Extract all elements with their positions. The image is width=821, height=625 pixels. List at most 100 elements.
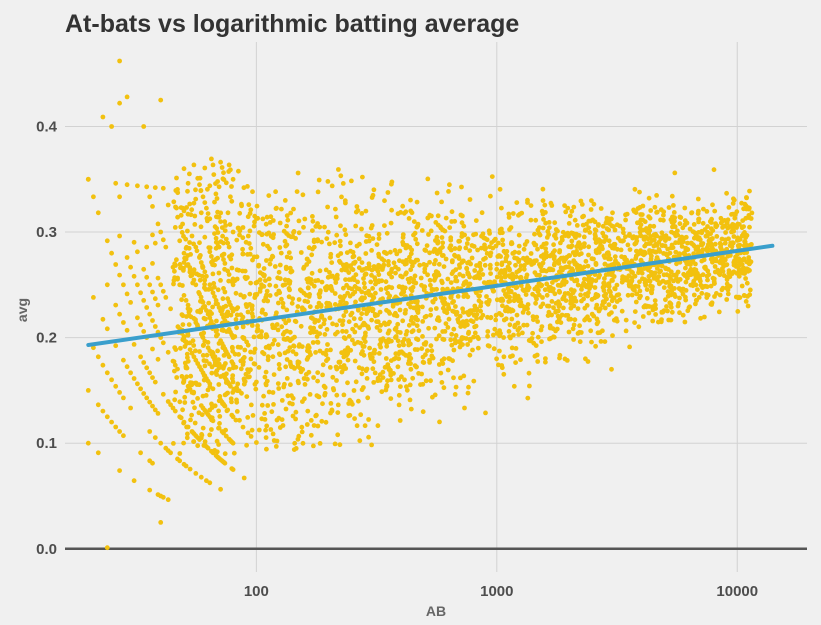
data-point-1114 [348,240,353,246]
data-point-1989 [419,371,424,377]
data-point-62 [138,290,144,296]
data-point-219 [205,445,211,451]
data-point-760 [683,265,688,271]
data-point-2622 [229,399,234,405]
data-point-1565 [396,402,402,408]
data-point-2708 [185,332,191,338]
data-point-3504 [432,325,438,331]
data-point-787 [407,397,413,403]
data-point-3268 [600,302,605,308]
data-point-3172 [408,366,414,372]
data-point-1993 [583,316,589,321]
data-point-1469 [201,377,207,383]
data-point-1498 [216,408,222,414]
data-point-3512 [737,236,743,242]
data-point-3325 [551,334,556,340]
data-point-3632 [693,268,698,274]
data-point-3500 [584,303,590,308]
data-point-97 [152,240,158,246]
data-point-302 [222,261,228,266]
data-point-3190 [718,242,724,248]
data-point-1163 [229,184,234,189]
data-point-2516 [543,359,548,365]
data-point-152 [181,166,187,172]
data-point-908 [747,224,752,230]
data-point-869 [369,317,374,323]
data-point-2293 [535,227,541,233]
data-point-1205 [499,312,504,318]
data-point-1427 [426,232,431,237]
data-point-806 [215,348,221,354]
data-point-3093 [435,270,441,275]
data-point-3030 [737,262,743,268]
data-point-3054 [432,246,438,252]
data-point-2246 [284,223,289,229]
data-point-1373 [276,269,282,275]
data-point-1957 [683,288,689,293]
data-point-3542 [603,295,609,301]
data-point-2072 [547,336,552,342]
data-point-1540 [691,292,697,298]
trend-line [86,243,775,348]
data-point-3659 [494,356,499,362]
data-point-939 [386,262,391,268]
data-point-2442 [322,392,328,398]
data-point-803 [277,220,283,226]
data-point-785 [268,214,274,220]
data-point-3495 [263,278,268,283]
data-point-3244 [677,221,683,227]
data-point-340 [230,414,236,420]
data-point-3097 [293,319,299,325]
data-point-3432 [579,266,585,272]
data-point-2532 [726,236,731,242]
data-point-2119 [301,264,307,270]
data-point-3217 [607,243,613,249]
data-point-2819 [386,271,392,276]
data-point-1300 [216,361,222,367]
data-point-1727 [385,378,390,384]
data-point-3088 [386,365,391,371]
data-point-1925 [254,379,259,385]
data-point-2666 [643,241,649,247]
data-point-3263 [185,228,190,234]
data-point-2279 [514,312,520,318]
data-point-3383 [268,257,274,262]
data-point-3596 [498,278,504,284]
data-point-159 [185,302,191,308]
data-point-3070 [345,346,351,352]
data-point-3452 [263,381,269,387]
data-point-1093 [276,386,282,391]
data-point-3425 [594,321,600,327]
data-point-1187 [204,352,210,358]
data-point-2081 [384,343,390,349]
data-point-2667 [516,332,521,337]
data-point-3117 [683,234,689,240]
data-point-1245 [571,204,577,210]
data-point-1744 [222,219,228,225]
data-point-2971 [749,242,754,247]
data-point-2198 [218,278,223,283]
data-point-1421 [430,355,436,361]
data-point-2269 [283,406,289,412]
data-point-2334 [383,356,389,361]
data-point-3014 [677,251,682,257]
data-point-2380 [675,269,681,275]
data-point-2007 [184,435,190,441]
data-point-2922 [451,347,457,353]
data-point-2390 [401,342,406,348]
data-point-728 [428,312,433,318]
data-point-1752 [518,283,524,288]
data-point-2477 [342,227,348,233]
data-point-2808 [663,251,669,257]
data-point-2038 [456,246,462,252]
data-point-1256 [447,182,452,188]
data-point-2474 [266,389,272,395]
data-point-3453 [283,243,289,249]
data-point-2628 [510,251,516,256]
data-point-3509 [519,210,525,216]
data-point-482 [197,175,203,181]
data-point-2568 [236,352,242,357]
data-point-1485 [383,322,388,327]
data-point-1533 [282,198,288,203]
data-point-2923 [401,210,407,216]
